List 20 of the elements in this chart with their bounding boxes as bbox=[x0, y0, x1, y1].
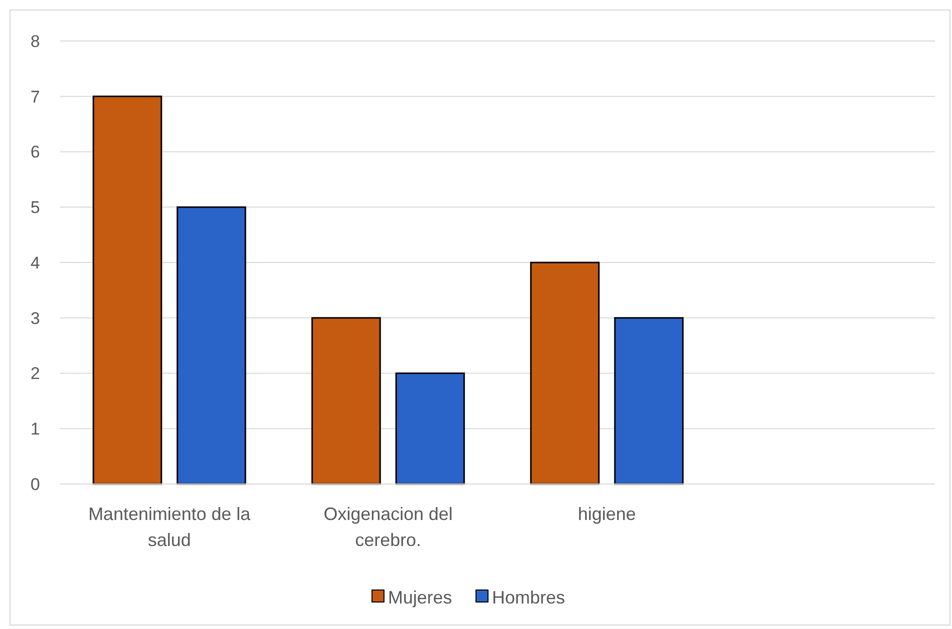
bar bbox=[176, 206, 246, 485]
y-tick-label: 1 bbox=[30, 420, 40, 439]
y-tick-label: 8 bbox=[30, 32, 40, 51]
bar bbox=[311, 317, 381, 485]
y-tick-label: 6 bbox=[30, 142, 40, 162]
y-tick-label: 5 bbox=[30, 198, 40, 218]
legend-label: Mujeres bbox=[388, 587, 452, 608]
bar bbox=[395, 372, 465, 485]
x-tick-label: higiene bbox=[578, 504, 636, 524]
bar bbox=[92, 96, 162, 485]
bar bbox=[614, 317, 684, 485]
y-tick-label: 2 bbox=[30, 364, 40, 384]
y-tick-label: 3 bbox=[30, 308, 40, 328]
bar bbox=[530, 262, 600, 485]
legend-label: Hombres bbox=[492, 587, 566, 608]
y-tick-label: 7 bbox=[30, 87, 40, 106]
y-tick-label: 4 bbox=[30, 253, 40, 272]
y-tick-label: 0 bbox=[30, 474, 40, 494]
x-tick-label: Oxigenacion del cerebro. bbox=[324, 504, 453, 550]
x-tick-label: Mantenimiento de la salud bbox=[88, 504, 252, 550]
